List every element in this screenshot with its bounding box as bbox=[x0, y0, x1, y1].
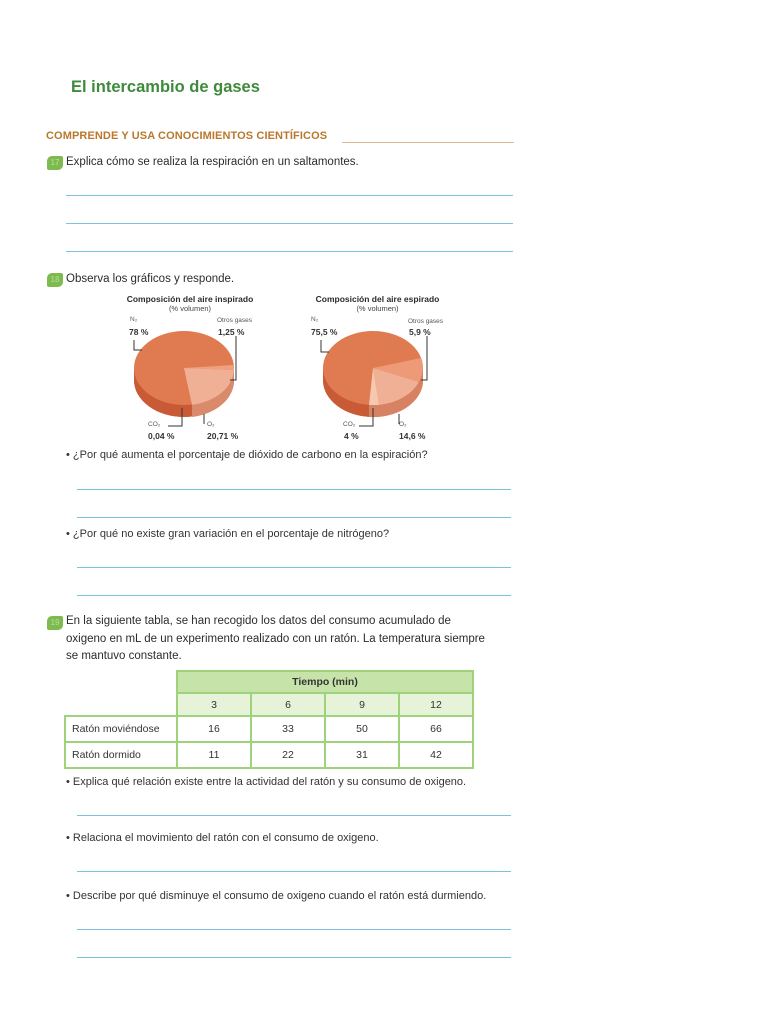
answer-line[interactable] bbox=[77, 815, 511, 816]
table-cell: 42 bbox=[398, 741, 474, 769]
column-header: 6 bbox=[250, 692, 326, 717]
table-cell: 33 bbox=[250, 715, 326, 743]
other-gases-label: Otros gases bbox=[217, 317, 253, 324]
o2-label: O₂ bbox=[207, 421, 215, 428]
column-header: 9 bbox=[324, 692, 400, 717]
o2-value: 14,6 % bbox=[399, 431, 426, 441]
table-cell: 50 bbox=[324, 715, 400, 743]
question-text: Explica qué relación existe entre la act… bbox=[72, 776, 467, 788]
co2-label: CO₂ bbox=[343, 421, 356, 428]
answer-line[interactable] bbox=[66, 251, 513, 252]
chart-title: Composición del aire espirado bbox=[315, 294, 440, 304]
table-corner bbox=[65, 693, 177, 716]
question-item: • Relaciona el movimiento del ratón con … bbox=[66, 832, 379, 844]
chart-expired: Composición del aire espirado (% volumen… bbox=[295, 294, 460, 313]
page-title: El intercambio de gases bbox=[71, 78, 260, 96]
activity-number-badge: 18 bbox=[47, 273, 63, 287]
chart-subtitle: (% volumen) bbox=[356, 304, 399, 313]
n2-value: 78 % bbox=[129, 327, 149, 337]
co2-value: 0,04 % bbox=[148, 431, 175, 441]
answer-line[interactable] bbox=[66, 223, 513, 224]
chart-title: Composición del aire inspirado bbox=[126, 294, 254, 304]
n2-label: N₂ bbox=[311, 316, 319, 323]
n2-value: 75,5 % bbox=[311, 327, 338, 337]
activity-18-prompt: Observa los gráficos y responde. bbox=[66, 273, 235, 285]
activity-19-prompt: En la siguiente tabla, se han recogido l… bbox=[66, 613, 485, 666]
activity-17-prompt: Explica cómo se realiza la respiración e… bbox=[66, 156, 359, 168]
activity-number-badge: 17 bbox=[47, 156, 63, 170]
co2-value: 4 % bbox=[344, 431, 359, 441]
o2-label: O₂ bbox=[399, 421, 407, 428]
table-cell: 66 bbox=[398, 715, 474, 743]
n2-label: N₂ bbox=[130, 316, 138, 323]
pie-chart-inspired bbox=[133, 331, 237, 427]
question-text: Describe por qué disminuye el consumo de… bbox=[72, 890, 487, 902]
co2-label: CO₂ bbox=[148, 421, 161, 428]
table-cell: 11 bbox=[176, 741, 252, 769]
row-header: Ratón moviéndose bbox=[64, 715, 178, 743]
table-cell: 31 bbox=[324, 741, 400, 769]
other-gases-value: 5,9 % bbox=[409, 327, 431, 337]
answer-line[interactable] bbox=[77, 489, 511, 490]
column-header: 12 bbox=[398, 692, 474, 717]
prompt-line: se mantuvo constante. bbox=[66, 650, 182, 662]
row-header: Ratón dormido bbox=[64, 741, 178, 769]
table-row: Ratón dormido 11 22 31 42 bbox=[64, 741, 474, 769]
question-text: ¿Por qué aumenta el porcentaje de dióxid… bbox=[72, 449, 428, 461]
section-header: COMPRENDE Y USA CONOCIMIENTOS CIENTÍFICO… bbox=[46, 130, 328, 142]
section-header-rule bbox=[342, 142, 514, 143]
answer-line[interactable] bbox=[77, 517, 511, 518]
chart-inspired: Composición del aire inspirado (% volume… bbox=[110, 294, 270, 313]
table-cell: 16 bbox=[176, 715, 252, 743]
oxygen-consumption-table: Tiempo (min) 3 6 9 12 Ratón moviéndose 1… bbox=[64, 670, 474, 769]
answer-line[interactable] bbox=[77, 567, 511, 568]
other-gases-value: 1,25 % bbox=[218, 327, 245, 337]
answer-line[interactable] bbox=[77, 595, 511, 596]
answer-line[interactable] bbox=[77, 929, 511, 930]
answer-line[interactable] bbox=[77, 871, 511, 872]
question-item: • Describe por qué disminuye el consumo … bbox=[66, 890, 487, 902]
answer-line[interactable] bbox=[66, 195, 513, 196]
table-corner bbox=[65, 671, 177, 693]
question-item: • ¿Por qué aumenta el porcentaje de dióx… bbox=[66, 449, 428, 461]
prompt-line: En la siguiente tabla, se han recogido l… bbox=[66, 615, 451, 627]
activity-number-badge: 19 bbox=[47, 616, 63, 630]
answer-line[interactable] bbox=[77, 957, 511, 958]
table-group-header: Tiempo (min) bbox=[176, 670, 474, 694]
table-cell: 22 bbox=[250, 741, 326, 769]
pie-chart-expired bbox=[320, 331, 428, 427]
table-row: Ratón moviéndose 16 33 50 66 bbox=[64, 715, 474, 743]
chart-subtitle: (% volumen) bbox=[168, 304, 212, 313]
other-gases-label: Otros gases bbox=[408, 318, 444, 325]
question-text: Relaciona el movimiento del ratón con el… bbox=[72, 832, 379, 844]
prompt-line: oxigeno en mL de un experimento realizad… bbox=[66, 632, 485, 645]
question-item: • Explica qué relación existe entre la a… bbox=[66, 776, 467, 788]
question-item: • ¿Por qué no existe gran variación en e… bbox=[66, 528, 390, 540]
question-text: ¿Por qué no existe gran variación en el … bbox=[72, 528, 390, 540]
column-header: 3 bbox=[176, 692, 252, 717]
o2-value: 20,71 % bbox=[207, 431, 239, 441]
